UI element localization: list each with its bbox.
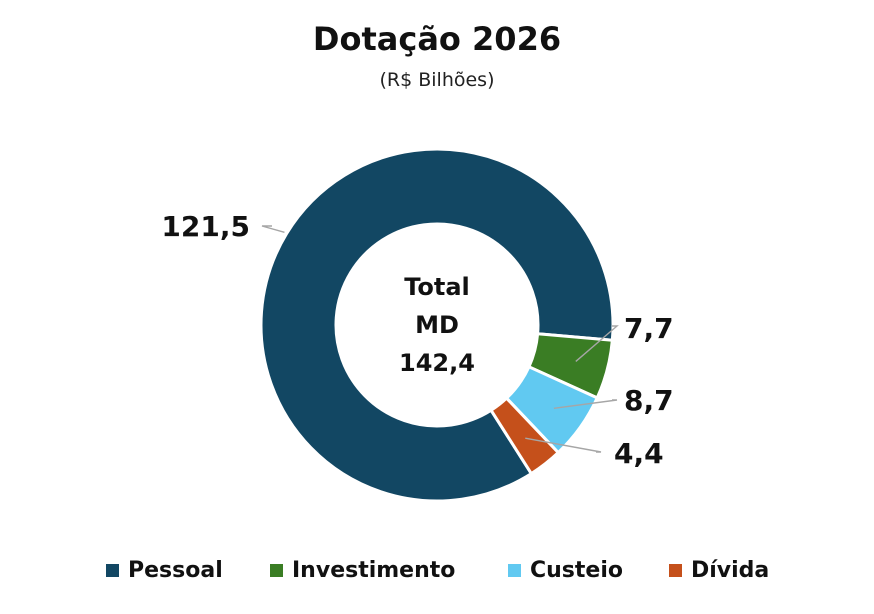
legend-label-pessoal: Pessoal — [128, 558, 223, 583]
center-label-line-2: MD — [415, 311, 459, 339]
legend-label-custeio: Custeio — [530, 558, 623, 583]
legend-swatch-investimento — [270, 564, 283, 577]
leader-line-divida — [525, 437, 602, 453]
leader-line-investimento — [575, 325, 619, 362]
donut-slices — [259, 147, 615, 503]
legend-label-investimento: Investimento — [292, 558, 455, 583]
legend-swatch-divida — [669, 564, 682, 577]
legend-label-divida: Dívida — [691, 558, 769, 583]
leader-line-pessoal — [261, 225, 285, 233]
data-label-custeio: 8,7 — [624, 384, 674, 417]
leader-line-custeio — [553, 399, 618, 409]
legend-swatch-custeio — [508, 564, 521, 577]
slice-pessoal — [259, 147, 615, 503]
chart-title: Dotação 2026 — [313, 20, 561, 58]
center-label-line-3: 142,4 — [399, 349, 475, 377]
data-label-divida: 4,4 — [614, 437, 664, 470]
chart-subtitle: (R$ Bilhões) — [379, 69, 494, 91]
slice-divida — [489, 396, 561, 476]
data-label-pessoal: 121,5 — [161, 210, 250, 243]
legend: Pessoal Investimento Custeio Dívida — [106, 558, 769, 583]
legend-swatch-pessoal — [106, 564, 119, 577]
leader-lines — [261, 225, 619, 453]
data-labels: 121,5 7,7 8,7 4,4 — [161, 210, 673, 470]
center-label-line-1: Total — [404, 273, 470, 301]
data-label-investimento: 7,7 — [624, 312, 674, 345]
